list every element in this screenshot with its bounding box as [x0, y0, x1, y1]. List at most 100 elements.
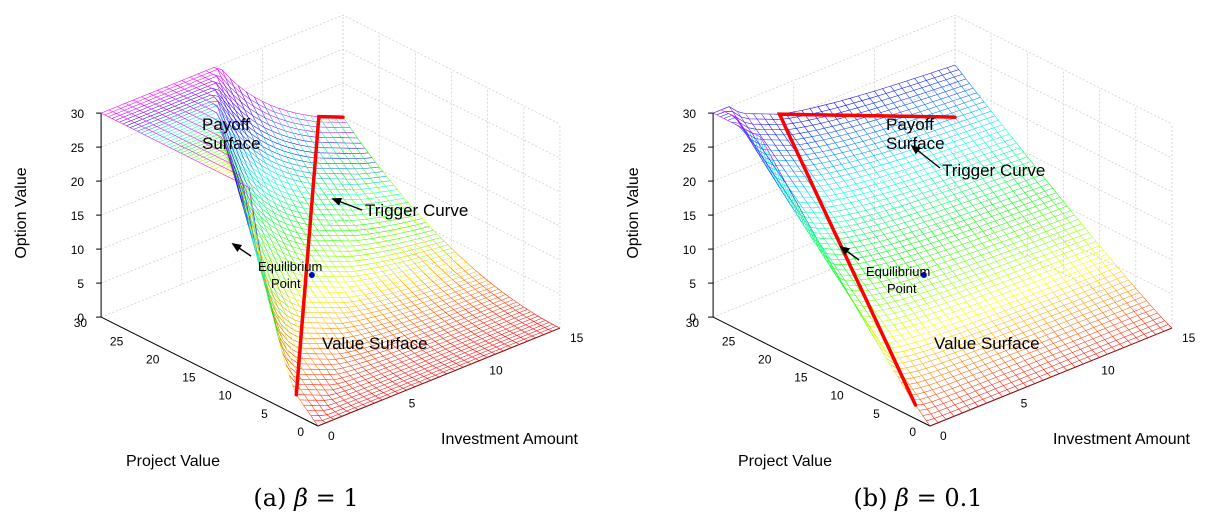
mesh-segment [229, 78, 235, 87]
mesh-segment [1004, 193, 1009, 199]
mesh-segment [1111, 297, 1116, 303]
mesh-segment [818, 146, 823, 152]
mesh-segment [781, 165, 786, 172]
mesh-segment [912, 389, 917, 395]
mesh-segment [797, 116, 802, 123]
mesh-segment [498, 288, 503, 293]
mesh-segment [470, 294, 475, 299]
mesh-segment [838, 259, 843, 265]
mesh-segment [940, 216, 945, 222]
mesh-segment [405, 231, 410, 237]
mesh-segment [988, 147, 993, 152]
mesh-segment [354, 369, 359, 374]
mesh-segment [242, 184, 247, 203]
mesh-segment [887, 186, 892, 192]
mesh-segment [841, 164, 846, 170]
mesh-segment [909, 150, 914, 156]
mesh-segment [868, 328, 873, 335]
mesh-segment [387, 255, 392, 260]
mesh-segment [351, 356, 356, 361]
mesh-segment [831, 189, 836, 195]
y-tick-label: 5 [409, 396, 416, 410]
mesh-segment [341, 287, 346, 293]
mesh-segment [281, 114, 287, 121]
mesh-segment [125, 103, 130, 106]
mesh-segment [298, 258, 303, 266]
mesh-segment [968, 370, 974, 376]
mesh-segment [746, 134, 751, 141]
mesh-segment [212, 80, 217, 84]
mesh-segment [127, 118, 132, 121]
mesh-segment [981, 243, 986, 249]
mesh-segment [861, 315, 866, 323]
mesh-segment [904, 104, 909, 110]
mesh-segment [876, 119, 881, 125]
mesh-segment [873, 102, 878, 108]
mesh-segment [181, 145, 186, 149]
mesh-segment [868, 226, 873, 232]
mesh-segment [923, 169, 929, 175]
mesh-segment [941, 139, 946, 145]
mesh-segment [1064, 344, 1070, 349]
mesh-segment [883, 181, 888, 187]
mesh-segment [272, 176, 277, 184]
mesh-segment [306, 120, 311, 127]
mesh-segment [900, 164, 905, 170]
mesh-segment [1005, 246, 1010, 252]
mesh-segment [263, 224, 268, 233]
mesh-segment [765, 161, 770, 168]
mesh-segment [152, 131, 157, 134]
mesh-segment [1133, 311, 1138, 316]
mesh-segment [803, 214, 808, 222]
mesh-segment [407, 212, 412, 217]
mesh-segment [285, 269, 290, 277]
mesh-segment [436, 243, 440, 248]
mesh-segment [399, 350, 403, 354]
mesh-segment [979, 279, 984, 284]
mesh-segment [254, 222, 260, 233]
mesh-segment [996, 261, 1001, 267]
mesh-segment [335, 152, 340, 159]
mesh-segment [1019, 147, 1024, 153]
mesh-segment [938, 358, 943, 364]
mesh-segment [315, 353, 320, 360]
mesh-segment [833, 217, 838, 223]
mesh-segment [333, 127, 339, 133]
mesh-segment [389, 279, 394, 284]
mesh-segment [341, 377, 346, 382]
mesh-segment [783, 188, 788, 195]
mesh-segment [779, 183, 784, 189]
mesh-segment [293, 329, 298, 337]
mesh-segment [953, 194, 958, 200]
mesh-segment [204, 84, 209, 87]
mesh-segment [450, 297, 455, 302]
mesh-segment [299, 144, 305, 152]
mesh-segment [291, 153, 296, 160]
mesh-segment [996, 313, 1001, 319]
mesh-segment [328, 338, 333, 344]
mesh-segment [403, 304, 408, 308]
mesh-segment [416, 286, 421, 291]
mesh-segment [917, 200, 922, 206]
mesh-segment [1078, 322, 1083, 327]
mesh-segment [975, 390, 980, 396]
mesh-segment [368, 298, 373, 304]
mesh-segment [465, 344, 470, 348]
mesh-segment [426, 305, 431, 310]
mesh-segment [911, 284, 917, 290]
mesh-segment [1048, 247, 1053, 253]
mesh-segment [999, 329, 1004, 335]
z-tick-label: 30 [683, 107, 697, 121]
mesh-segment [971, 217, 976, 223]
mesh-segment [923, 351, 928, 357]
mesh-segment [920, 99, 925, 105]
mesh-segment [897, 212, 902, 218]
mesh-segment [407, 382, 412, 386]
mesh-segment [931, 401, 936, 407]
mesh-segment [848, 237, 853, 243]
mesh-segment [435, 252, 440, 257]
mesh-segment [378, 361, 383, 366]
mesh-segment [252, 206, 257, 217]
mesh-segment [392, 292, 397, 298]
mesh-segment [1098, 319, 1103, 325]
